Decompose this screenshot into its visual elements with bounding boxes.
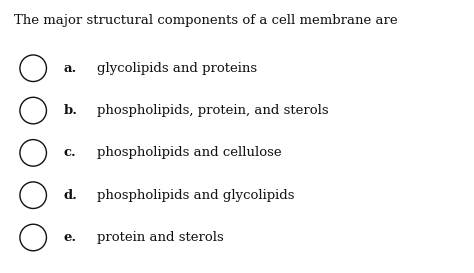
Ellipse shape xyxy=(20,55,46,82)
Text: phospholipids, protein, and sterols: phospholipids, protein, and sterols xyxy=(97,104,329,117)
Text: glycolipids and proteins: glycolipids and proteins xyxy=(97,62,257,75)
Ellipse shape xyxy=(20,224,46,251)
Text: a.: a. xyxy=(64,62,77,75)
Text: protein and sterols: protein and sterols xyxy=(97,231,224,244)
Text: e.: e. xyxy=(64,231,77,244)
Text: The major structural components of a cell membrane are: The major structural components of a cel… xyxy=(14,14,398,27)
Text: b.: b. xyxy=(64,104,78,117)
Ellipse shape xyxy=(20,140,46,166)
Text: c.: c. xyxy=(64,146,77,159)
Text: phospholipids and glycolipids: phospholipids and glycolipids xyxy=(97,189,295,202)
Text: d.: d. xyxy=(64,189,78,202)
Ellipse shape xyxy=(20,97,46,124)
Ellipse shape xyxy=(20,182,46,209)
Text: phospholipids and cellulose: phospholipids and cellulose xyxy=(97,146,282,159)
